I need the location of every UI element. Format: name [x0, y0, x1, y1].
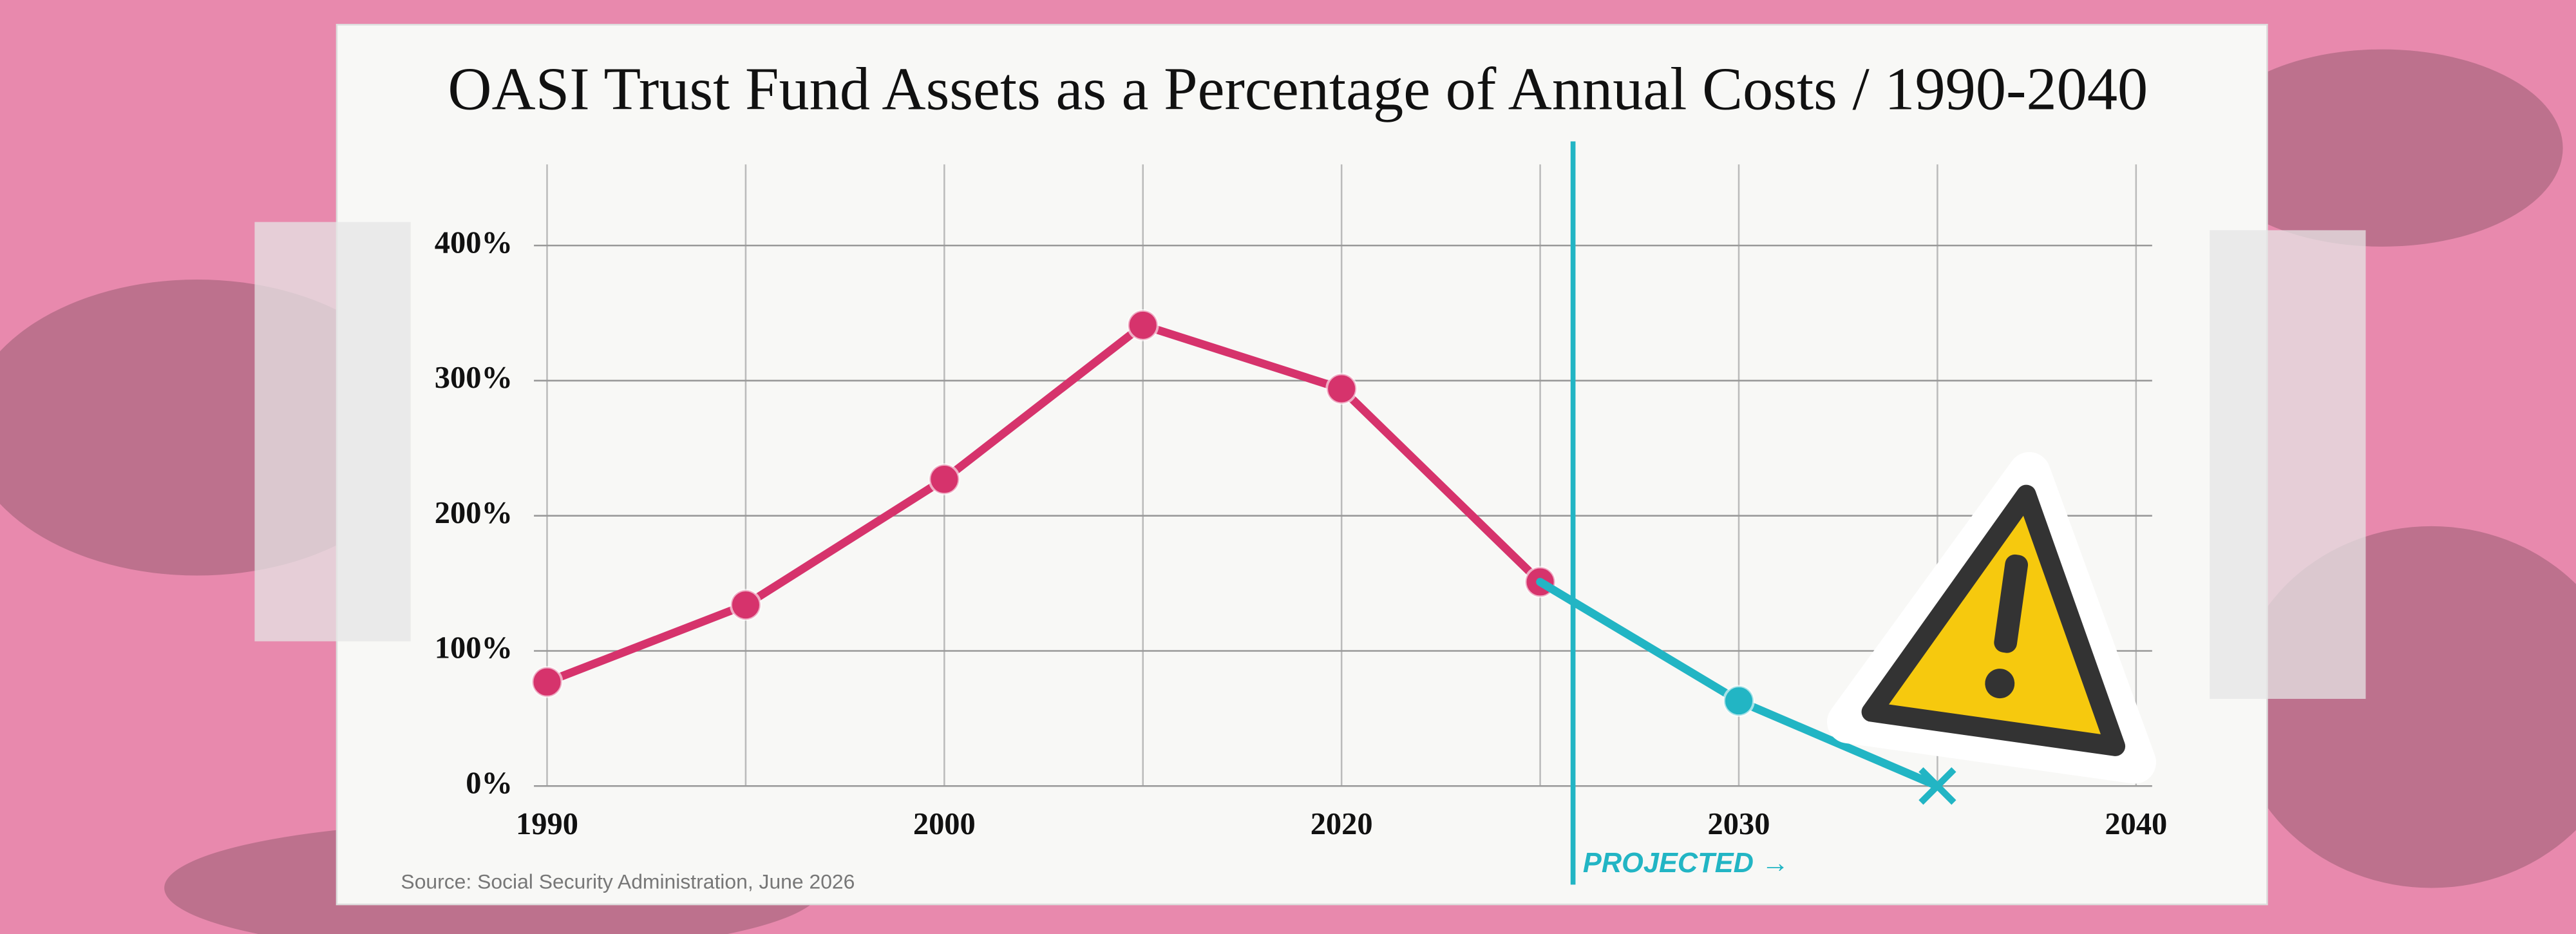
chart-title: OASI Trust Fund Assets as a Percentage o… — [448, 56, 2148, 123]
data-point — [730, 589, 762, 622]
source-note: Source: Social Security Administration, … — [401, 870, 855, 893]
y-tick-label: 100% — [435, 631, 513, 665]
plot: 1990 2000 2020 2030 2040 0% 100% 200% 300% 400% PR… — [435, 141, 2167, 885]
x-tick-label: 2030 — [1708, 807, 1770, 841]
data-point — [1126, 309, 1159, 341]
x-tick-label: 1990 — [516, 807, 578, 841]
projection-label: PROJECTED → — [1583, 848, 1789, 879]
y-tick-label: 0% — [466, 766, 513, 800]
data-point — [928, 463, 961, 495]
data-point — [531, 665, 564, 698]
x-tick-label: 2020 — [1311, 807, 1373, 841]
end-marker — [1918, 767, 1956, 805]
x-tick-label: 2000 — [913, 807, 976, 841]
data-line — [543, 321, 1544, 687]
y-tick-label: 200% — [435, 496, 513, 530]
data-point — [1723, 685, 1755, 717]
y-tick-label: 400% — [435, 225, 513, 260]
paper — [336, 24, 2268, 906]
y-tick-label: 300% — [435, 361, 513, 395]
data-point — [1325, 372, 1358, 405]
tape-right — [2210, 230, 2366, 699]
x-tick-label: 2040 — [2105, 807, 2167, 841]
warning-icon — [1827, 452, 2156, 784]
tape-left — [254, 222, 411, 642]
